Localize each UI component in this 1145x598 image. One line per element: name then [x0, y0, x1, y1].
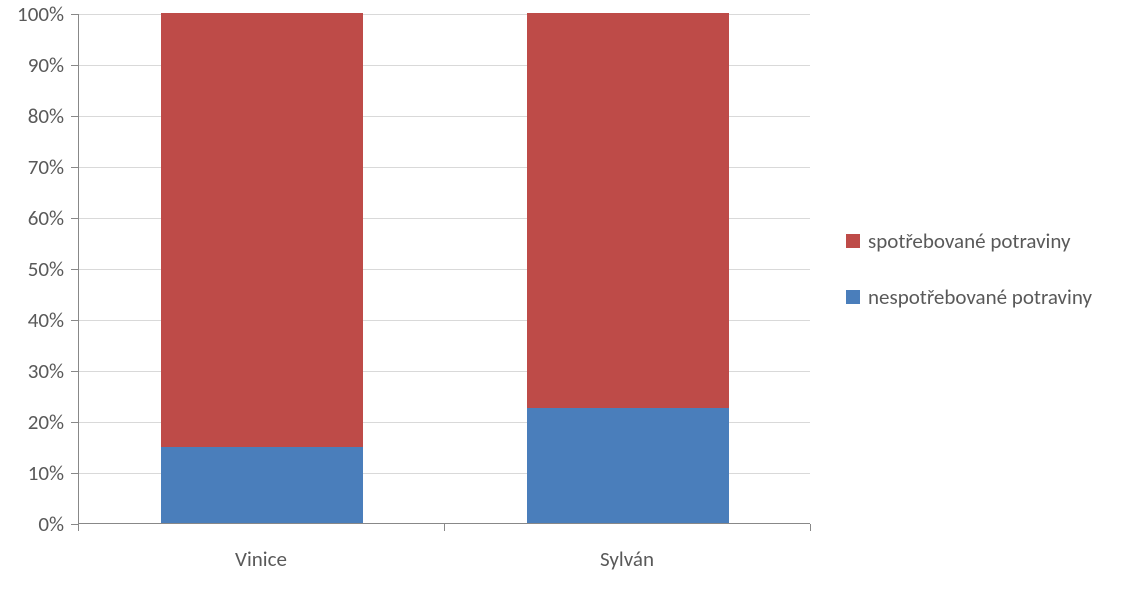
y-axis-tick-label: 80% [0, 103, 64, 129]
bar [527, 13, 728, 523]
x-axis-tick-label: Vinice [235, 546, 287, 572]
y-axis-tick-label: 20% [0, 409, 64, 435]
bar-segment [161, 13, 362, 447]
x-tick-mark [810, 524, 811, 531]
y-tick-mark [71, 14, 78, 15]
legend-label: nespotřebované potraviny [868, 284, 1092, 310]
y-axis-tick-label: 50% [0, 256, 64, 282]
y-tick-mark [71, 422, 78, 423]
y-axis-tick-label: 40% [0, 307, 64, 333]
y-tick-mark [71, 218, 78, 219]
y-axis-tick-label: 70% [0, 154, 64, 180]
y-tick-mark [71, 320, 78, 321]
y-axis-tick-label: 90% [0, 52, 64, 78]
bar-segment [161, 447, 362, 524]
y-tick-mark [71, 473, 78, 474]
legend-label: spotřebované potraviny [868, 228, 1071, 254]
y-tick-mark [71, 524, 78, 525]
y-axis-tick-label: 100% [0, 1, 64, 27]
y-tick-mark [71, 167, 78, 168]
legend-swatch [846, 234, 860, 248]
stacked-bar-chart: spotřebované potraviny nespotřebované pot… [0, 0, 1145, 598]
y-axis-tick-label: 30% [0, 358, 64, 384]
legend: spotřebované potraviny nespotřebované pot… [846, 228, 1092, 310]
y-axis-tick-label: 60% [0, 205, 64, 231]
y-tick-mark [71, 65, 78, 66]
legend-swatch [846, 290, 860, 304]
legend-item: nespotřebované potraviny [846, 284, 1092, 310]
bar [161, 13, 362, 523]
plot-area [78, 14, 810, 524]
x-tick-mark [444, 524, 445, 531]
bar-segment [527, 13, 728, 408]
y-tick-mark [71, 269, 78, 270]
y-axis-tick-label: 10% [0, 460, 64, 486]
legend-item: spotřebované potraviny [846, 228, 1092, 254]
y-axis-tick-label: 0% [0, 511, 64, 537]
y-tick-mark [71, 116, 78, 117]
x-axis-tick-label: Sylván [600, 546, 654, 572]
y-tick-mark [71, 371, 78, 372]
bar-segment [527, 408, 728, 523]
x-tick-mark [78, 524, 79, 531]
